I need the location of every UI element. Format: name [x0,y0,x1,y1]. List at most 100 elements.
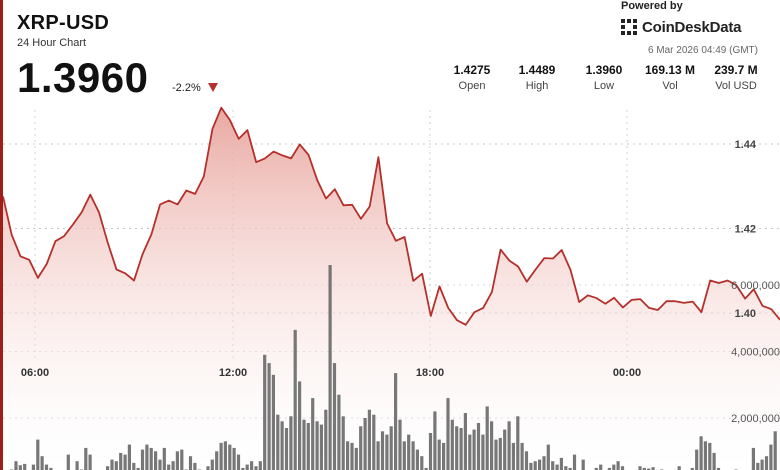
volume-bar [695,449,699,470]
down-arrow-icon [208,83,218,92]
volume-bar [119,452,123,470]
time-tick-label: 06:00 [21,367,49,379]
volume-bar [638,466,642,470]
volume-bar [647,468,651,470]
volume-bar [315,421,319,470]
volume-bar [481,434,485,470]
current-price: 1.3960 [17,54,149,101]
volume-bar [236,454,241,470]
volume-bar [376,441,380,470]
volume-bar [511,442,515,470]
volume-bar [424,467,428,470]
volume-bar [40,456,44,470]
volume-bar [171,461,175,470]
volume-bar [167,464,171,470]
volume-bar [490,421,494,470]
volume-bar [380,431,385,470]
volume-bar [350,442,354,470]
volume-bar [385,434,389,470]
volume-bar [306,423,310,470]
volume-bar [555,464,559,470]
volume-bar [162,447,166,470]
time-tick-label: 12:00 [219,367,247,379]
time-tick-label: 00:00 [613,367,641,379]
volume-bar [263,354,267,470]
stat-open-label: Open [458,80,486,92]
volume-bar [136,467,140,470]
stat-high: 1.4489 High [507,63,567,92]
volume-bar [367,409,371,470]
coindesk-logo-icon [621,19,638,36]
left-edge-accent [0,0,3,470]
volume-bar [455,426,459,470]
volume-bar [328,265,332,470]
volume-bar [254,466,258,470]
volume-bar [503,429,507,470]
volume-bar [36,439,40,470]
stat-low-value: 1.3960 [585,63,623,77]
volume-bar [642,467,646,470]
coindesk-logo: CoinDeskData [621,19,741,36]
volume-bar [158,459,162,470]
volume-bar [215,451,219,470]
volume-bar [472,429,476,470]
price-tick-label: 1.40 [735,308,756,320]
volume-bar [359,426,363,470]
volume-bar [708,442,712,470]
volume-tick-label: 2,000,000 [731,413,780,425]
volume-tick-label: 4,000,000 [731,347,780,359]
volume-bar [468,434,472,470]
volume-bar [389,426,393,470]
volume-bar [459,428,463,470]
volume-bar [223,441,227,470]
volume-bar [154,451,158,470]
logo-text: CoinDeskData [642,19,742,36]
volume-bar [712,452,716,470]
volume-bar [764,456,769,470]
price-line [2,106,780,326]
volume-bar [546,444,550,470]
volume-bar [769,444,773,470]
volume-bar [49,467,53,470]
volume-bar [175,451,179,470]
volume-bar [31,464,35,470]
volume-bar [402,441,406,470]
volume-bar [524,451,529,470]
volume-bar [716,467,721,470]
chart-title: XRP-USD [17,12,110,34]
volume-bar [276,414,280,470]
stat-vol: 169.13 M Vol [640,63,700,92]
price-area [3,107,780,470]
volume-bar [407,434,411,470]
volume-bar [23,463,27,470]
volume-bar [298,381,302,470]
volume-bar [538,459,542,470]
volume-bar [394,373,398,470]
volume-bar [760,459,764,470]
volume-bar [616,461,620,470]
volume-bar [398,419,402,470]
stat-low-label: Low [593,80,615,92]
volume-bar [180,449,184,470]
volume-bar [551,461,555,470]
volume-bar [193,462,197,470]
volume-bar [568,467,572,470]
stat-high-value: 1.4489 [518,63,556,77]
volume-bar [149,447,153,470]
volume-bar [114,461,118,470]
volume-bar [324,409,328,470]
volume-bar [319,424,323,470]
volume-bar [284,428,289,470]
volume-bar [106,466,110,470]
volume-bar [476,423,481,470]
volume-bar [14,461,18,470]
volume-bar [607,467,611,470]
volume-bar [88,454,92,470]
volume-bar [677,466,681,470]
volume-bar [110,459,114,470]
volume-bar [280,421,284,470]
volume-bar [363,418,367,470]
volume-bar [651,467,655,470]
volume-bar [463,413,467,470]
